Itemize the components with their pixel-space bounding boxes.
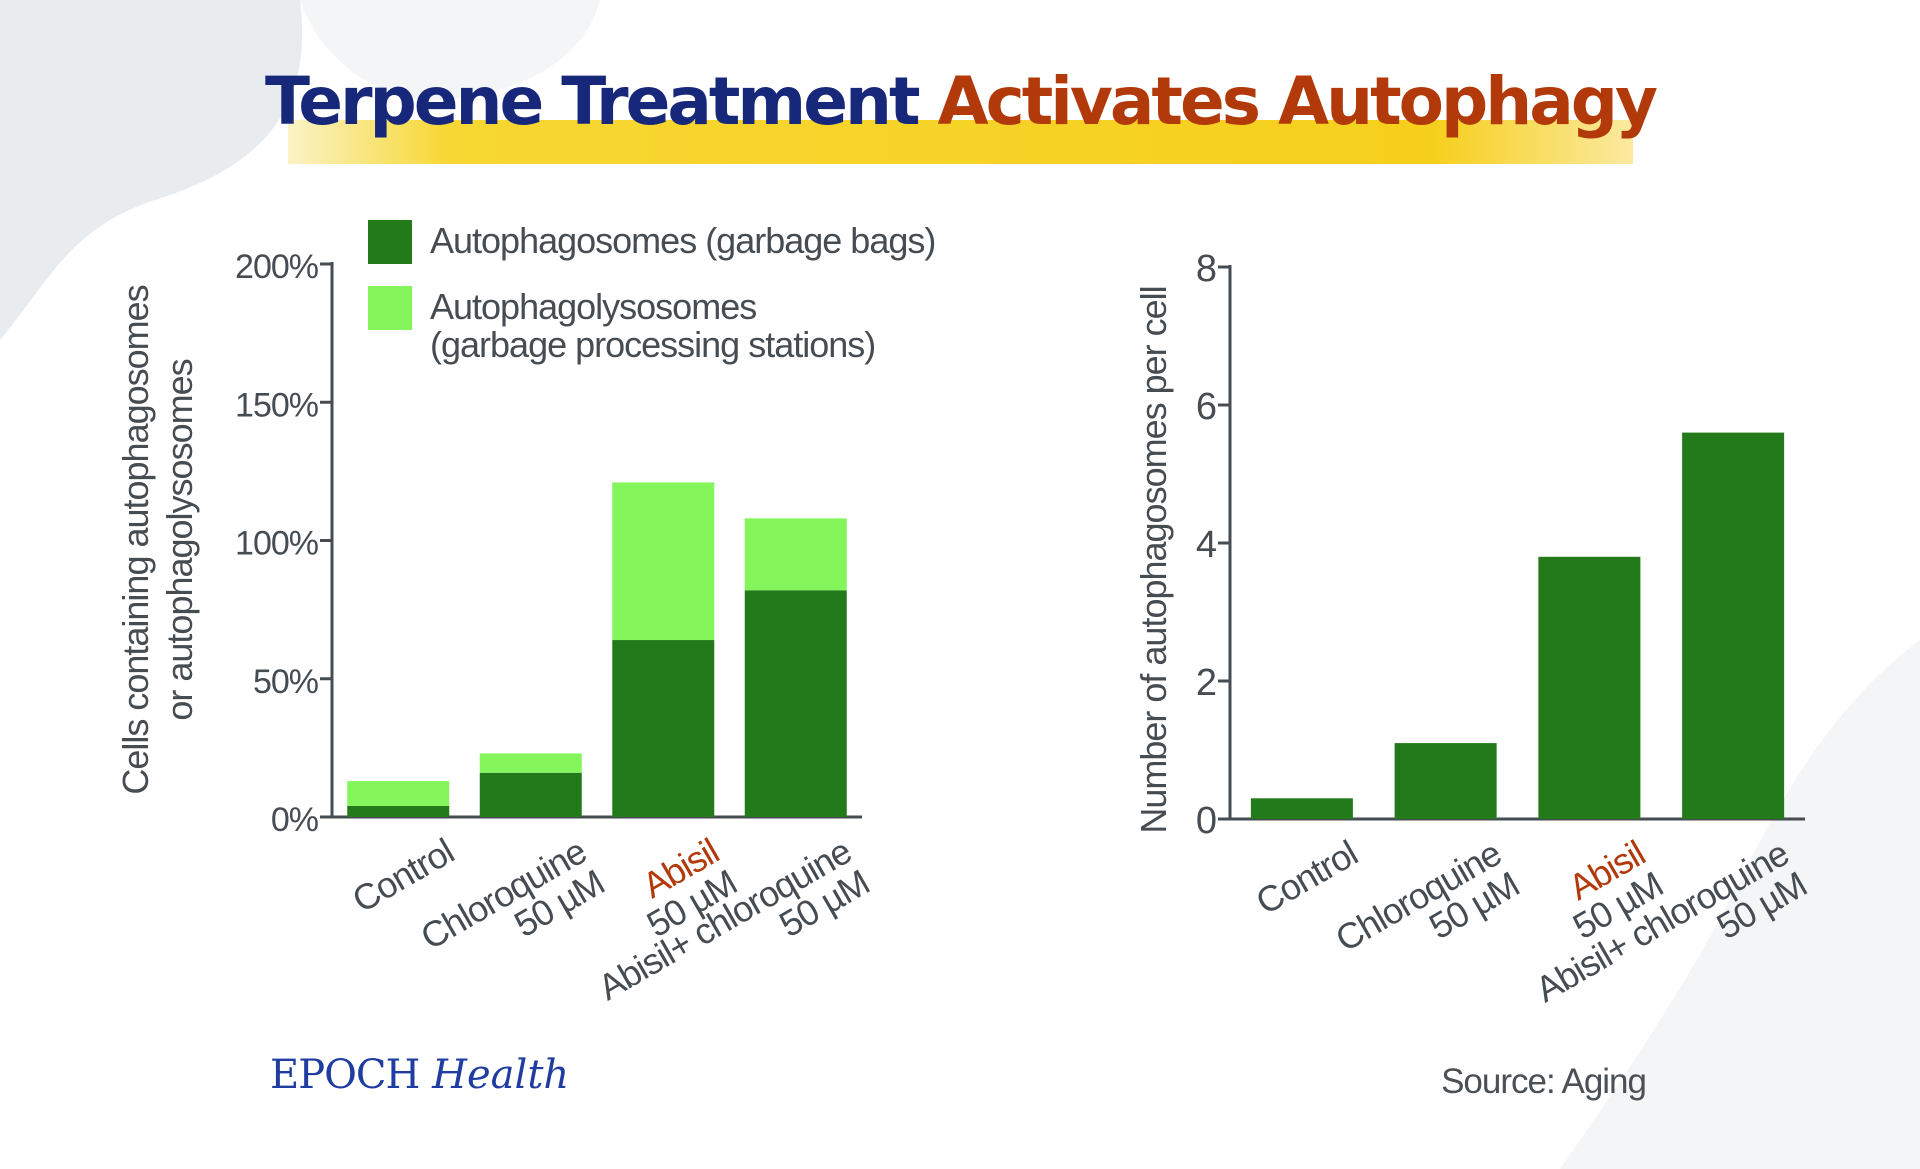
y-axis-title: Cells containing autophagosomes <box>115 285 156 794</box>
background-blob-top-left <box>0 0 303 340</box>
y-tick-label: 0 <box>1196 800 1216 842</box>
bar-segment <box>347 805 450 817</box>
legend-label: Autophagosomes (garbage bags) <box>430 220 935 261</box>
bar <box>1250 798 1353 819</box>
legend-swatch <box>368 220 412 264</box>
y-tick-label: 8 <box>1196 248 1216 290</box>
brand-part-1: EPOCH <box>270 1052 420 1098</box>
y-tick-label: 200% <box>235 248 319 286</box>
bar-segment <box>744 518 847 591</box>
background-blob-bottom-right <box>1560 640 1920 1169</box>
y-tick-label: 4 <box>1196 524 1217 566</box>
x-category-label: Control <box>1249 832 1364 922</box>
y-tick-label: 2 <box>1196 662 1216 704</box>
legend-label: (garbage processing stations) <box>430 324 875 365</box>
y-tick-label: 150% <box>235 386 319 424</box>
bar <box>1538 556 1641 819</box>
bar <box>1394 743 1497 819</box>
title-part-1: Terpene Treatment <box>264 63 921 140</box>
bar-segment <box>347 781 450 806</box>
y-tick-label: 0% <box>271 801 319 839</box>
y-axis-title: Number of autophagosomes per cell <box>1133 286 1174 833</box>
bar <box>1682 432 1785 819</box>
page-title: Terpene Treatment Activates Autophagy <box>0 62 1920 142</box>
background-blob-top <box>300 0 600 101</box>
brand-logo: EPOCH Health <box>270 1052 569 1098</box>
title-part-2: Activates Autophagy <box>937 63 1659 140</box>
bar-segment <box>479 772 582 817</box>
chart-autophagosomes-per-cell: 0 2 4 6 8 Number of autophagosomes per cell Co… <box>1133 248 1814 1010</box>
source-note: Source: Aging <box>1441 1062 1647 1101</box>
y-axis-title: or autophagolysosomes <box>159 359 200 720</box>
legend-label: Autophagolysosomes <box>430 286 756 327</box>
bar-segment <box>744 590 847 817</box>
y-tick-label: 50% <box>253 663 319 701</box>
x-category-label-line: Control <box>1249 832 1364 922</box>
legend-swatch <box>368 286 412 330</box>
bar-segment <box>612 482 715 641</box>
chart-cells-containing: 0% 50% 100% 150% 200% Cells containing autoph… <box>115 220 936 1008</box>
bar-segment <box>479 753 582 773</box>
y-tick-label: 100% <box>235 525 319 563</box>
brand-part-2: Health <box>432 1052 570 1098</box>
bar-segment <box>612 640 715 817</box>
title-highlight-band <box>288 120 1633 164</box>
y-tick-label: 6 <box>1196 386 1216 428</box>
